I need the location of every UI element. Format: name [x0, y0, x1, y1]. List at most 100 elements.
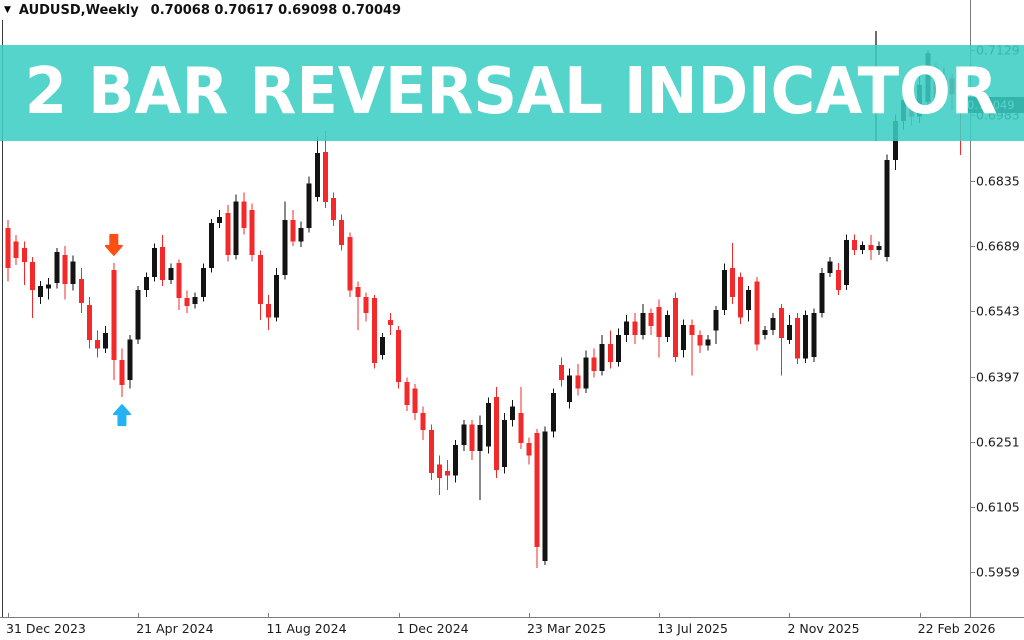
candle-body	[95, 340, 100, 349]
candle-body	[143, 277, 149, 290]
time-axis-label: 2 Nov 2025	[787, 621, 860, 636]
candle-body	[38, 286, 44, 298]
candle-body	[640, 312, 646, 336]
ohlc-quote-label: 0.70068 0.70617 0.69098 0.70049	[150, 2, 402, 18]
candle-body	[86, 304, 92, 340]
candle-body	[616, 335, 621, 362]
candle-body	[396, 330, 402, 382]
time-axis-tick	[268, 613, 270, 617]
candle-body	[811, 312, 817, 357]
chart-dropdown-icon[interactable]: ▼	[4, 5, 11, 15]
candle-body	[111, 270, 117, 361]
candle-body	[656, 307, 662, 337]
candle-body	[331, 198, 337, 220]
candle-body	[738, 277, 744, 318]
price-axis-tick	[970, 441, 975, 443]
candle-body	[241, 201, 247, 229]
price-axis-label: 0.6543	[976, 303, 1020, 319]
candle-body	[371, 298, 377, 364]
time-axis-tick	[138, 613, 140, 617]
candle-body	[502, 419, 507, 468]
candle-body	[355, 286, 361, 298]
candle-body	[721, 270, 727, 311]
bid-price-box: 0.70049	[963, 97, 1024, 114]
time-axis-label: 22 Feb 2026	[917, 621, 996, 636]
candle-body	[298, 228, 304, 242]
candle-body	[803, 315, 809, 359]
price-axis-tick	[970, 572, 975, 574]
candle-body	[550, 393, 556, 432]
candle-body	[152, 248, 157, 278]
time-axis-tick	[8, 613, 9, 617]
candle-body	[534, 432, 540, 547]
candle-body	[70, 261, 76, 284]
candle-body	[477, 424, 483, 452]
candle-body	[469, 424, 475, 452]
candle-body	[510, 406, 516, 420]
price-axis-label: 0.6105	[976, 499, 1020, 515]
candle-body	[192, 297, 198, 304]
candle-body	[795, 318, 801, 359]
candle-body	[819, 273, 825, 313]
candle-body	[209, 223, 214, 269]
candle-body	[900, 100, 906, 121]
candle-body	[697, 335, 703, 346]
candle-body	[290, 220, 296, 242]
candle-body	[46, 284, 52, 289]
candle-body	[135, 290, 141, 340]
candle-body	[314, 153, 320, 197]
candle-body	[200, 268, 206, 298]
candle-body	[754, 281, 760, 345]
price-axis-label: 0.7129	[976, 42, 1020, 58]
candle-body	[860, 245, 866, 250]
candle-body	[436, 464, 442, 478]
candle-body	[607, 344, 613, 362]
time-axis-label: 11 Aug 2024	[266, 621, 347, 636]
candle-body	[119, 360, 125, 386]
candle-body	[868, 245, 874, 250]
candle-body	[673, 298, 678, 357]
candle-body	[770, 318, 776, 331]
price-axis-tick	[970, 506, 975, 508]
symbol-timeframe-label: AUDUSD,Weekly	[18, 2, 139, 18]
candle-body	[168, 268, 174, 280]
candle-body	[705, 339, 711, 346]
candle-body	[852, 240, 858, 250]
candle-body	[13, 241, 19, 258]
candle-body	[453, 444, 459, 476]
candle-body	[933, 67, 939, 99]
candle-body	[835, 270, 841, 291]
candle-body	[78, 278, 84, 303]
candle-body	[274, 274, 280, 318]
candle-body	[664, 315, 670, 337]
candle-body	[21, 248, 27, 262]
candle-body	[485, 402, 491, 447]
candle-body	[217, 216, 223, 224]
candle-body	[591, 357, 597, 371]
sell-arrow-icon	[104, 233, 123, 256]
candle-body	[29, 261, 35, 290]
candle-body	[681, 324, 687, 350]
price-axis-label: 0.6689	[976, 238, 1020, 254]
candle-body	[542, 431, 548, 561]
candle-body	[493, 397, 499, 470]
chart-left-border	[2, 20, 3, 617]
price-axis-label: 0.5959	[976, 564, 1020, 580]
price-axis-tick	[970, 181, 975, 183]
time-axis-label: 31 Dec 2023	[6, 621, 86, 636]
candle-body	[518, 413, 524, 444]
buy-arrow-icon	[112, 404, 131, 427]
candle-body	[827, 261, 833, 274]
candle-body	[762, 330, 768, 336]
candle-body	[583, 357, 589, 389]
candle-body	[624, 321, 630, 336]
price-axis-tick	[970, 311, 975, 313]
candle-body	[388, 320, 394, 325]
candle-body	[266, 303, 271, 318]
price-axis-tick	[970, 246, 975, 248]
time-axis-label: 21 Apr 2024	[136, 621, 214, 636]
candle-body	[559, 365, 564, 381]
candle-body	[363, 297, 369, 313]
candle-body	[599, 344, 605, 371]
